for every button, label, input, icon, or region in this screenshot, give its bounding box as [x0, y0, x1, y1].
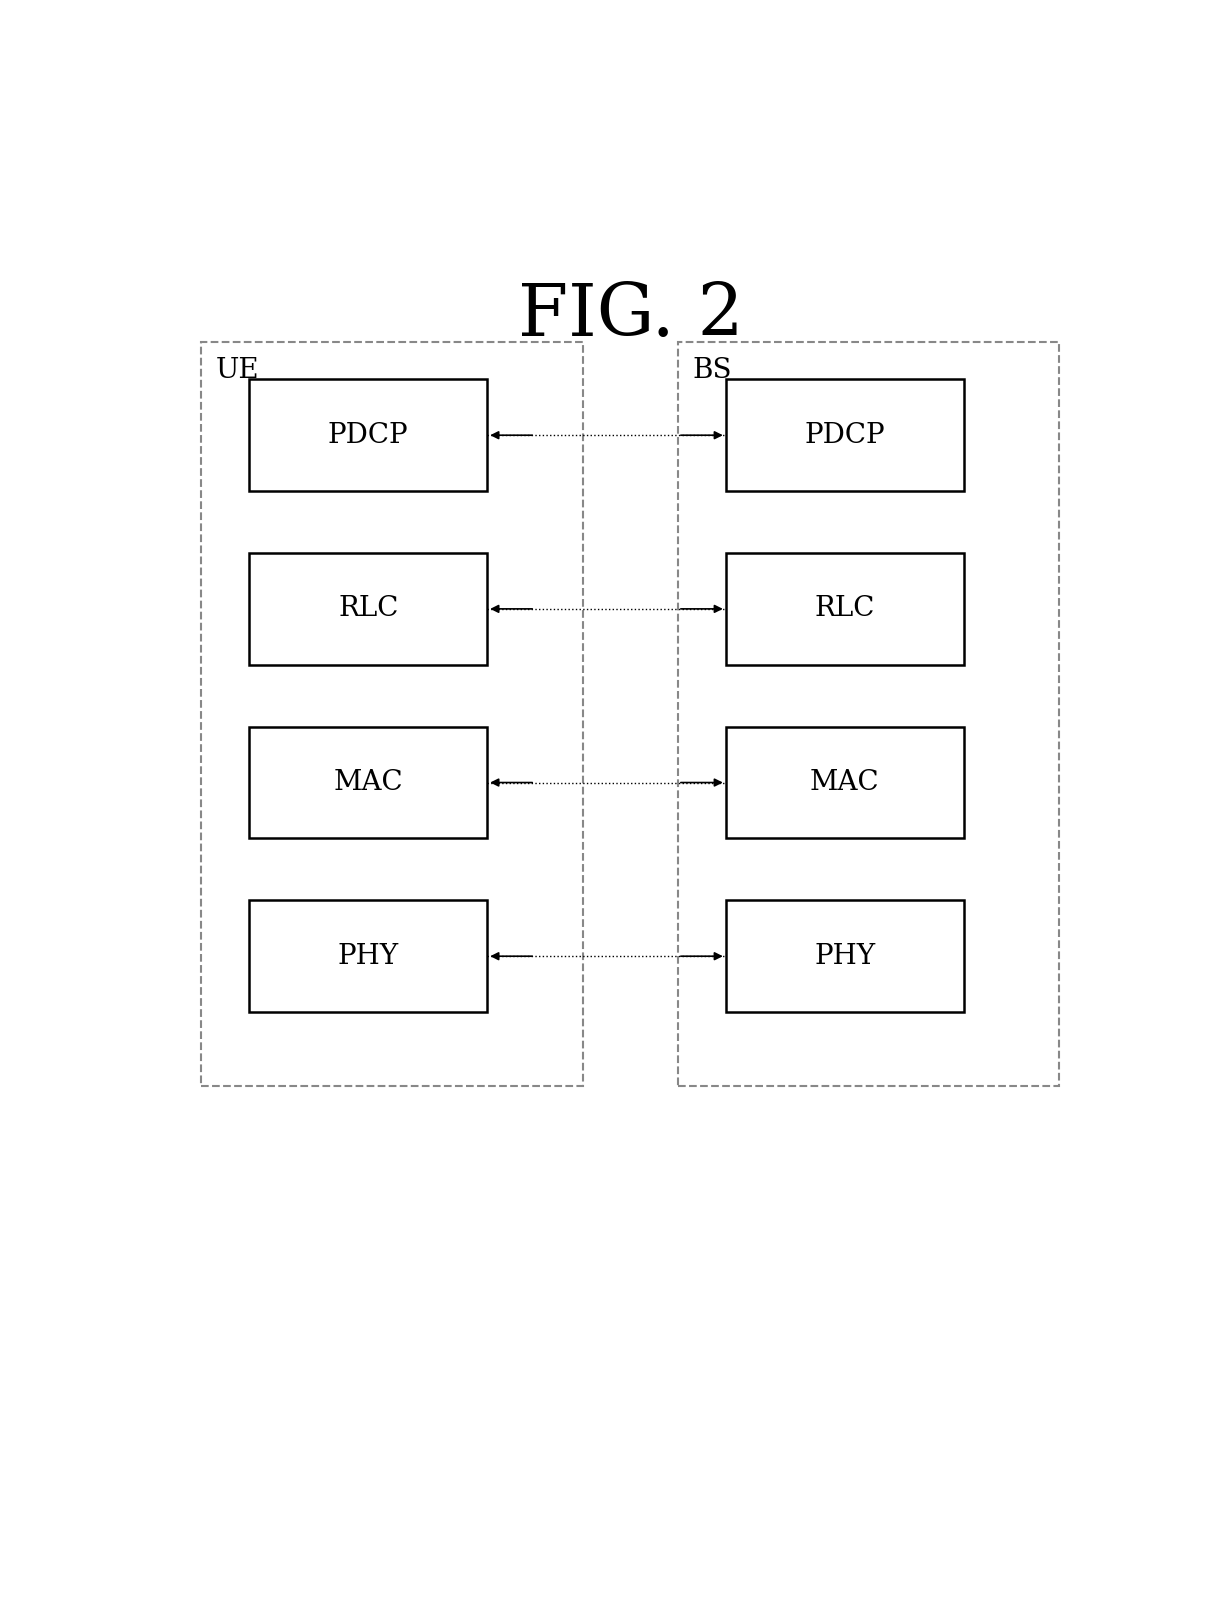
Bar: [248, 901, 487, 1012]
Bar: [726, 727, 964, 838]
Bar: [726, 380, 964, 491]
Text: PHY: PHY: [814, 942, 876, 970]
Text: MAC: MAC: [811, 768, 879, 796]
Text: PDCP: PDCP: [804, 422, 886, 449]
Bar: [248, 727, 487, 838]
Text: BS: BS: [692, 358, 732, 383]
Text: RLC: RLC: [814, 596, 875, 622]
Text: RLC: RLC: [338, 596, 399, 622]
Bar: [248, 553, 487, 665]
Bar: [202, 342, 583, 1086]
Text: PHY: PHY: [338, 942, 399, 970]
Text: UE: UE: [215, 358, 260, 383]
Text: PDCP: PDCP: [328, 422, 408, 449]
Bar: [726, 901, 964, 1012]
Bar: [726, 553, 964, 665]
Text: FIG. 2: FIG. 2: [518, 280, 743, 351]
Text: MAC: MAC: [333, 768, 403, 796]
Bar: [678, 342, 1059, 1086]
Bar: [248, 380, 487, 491]
